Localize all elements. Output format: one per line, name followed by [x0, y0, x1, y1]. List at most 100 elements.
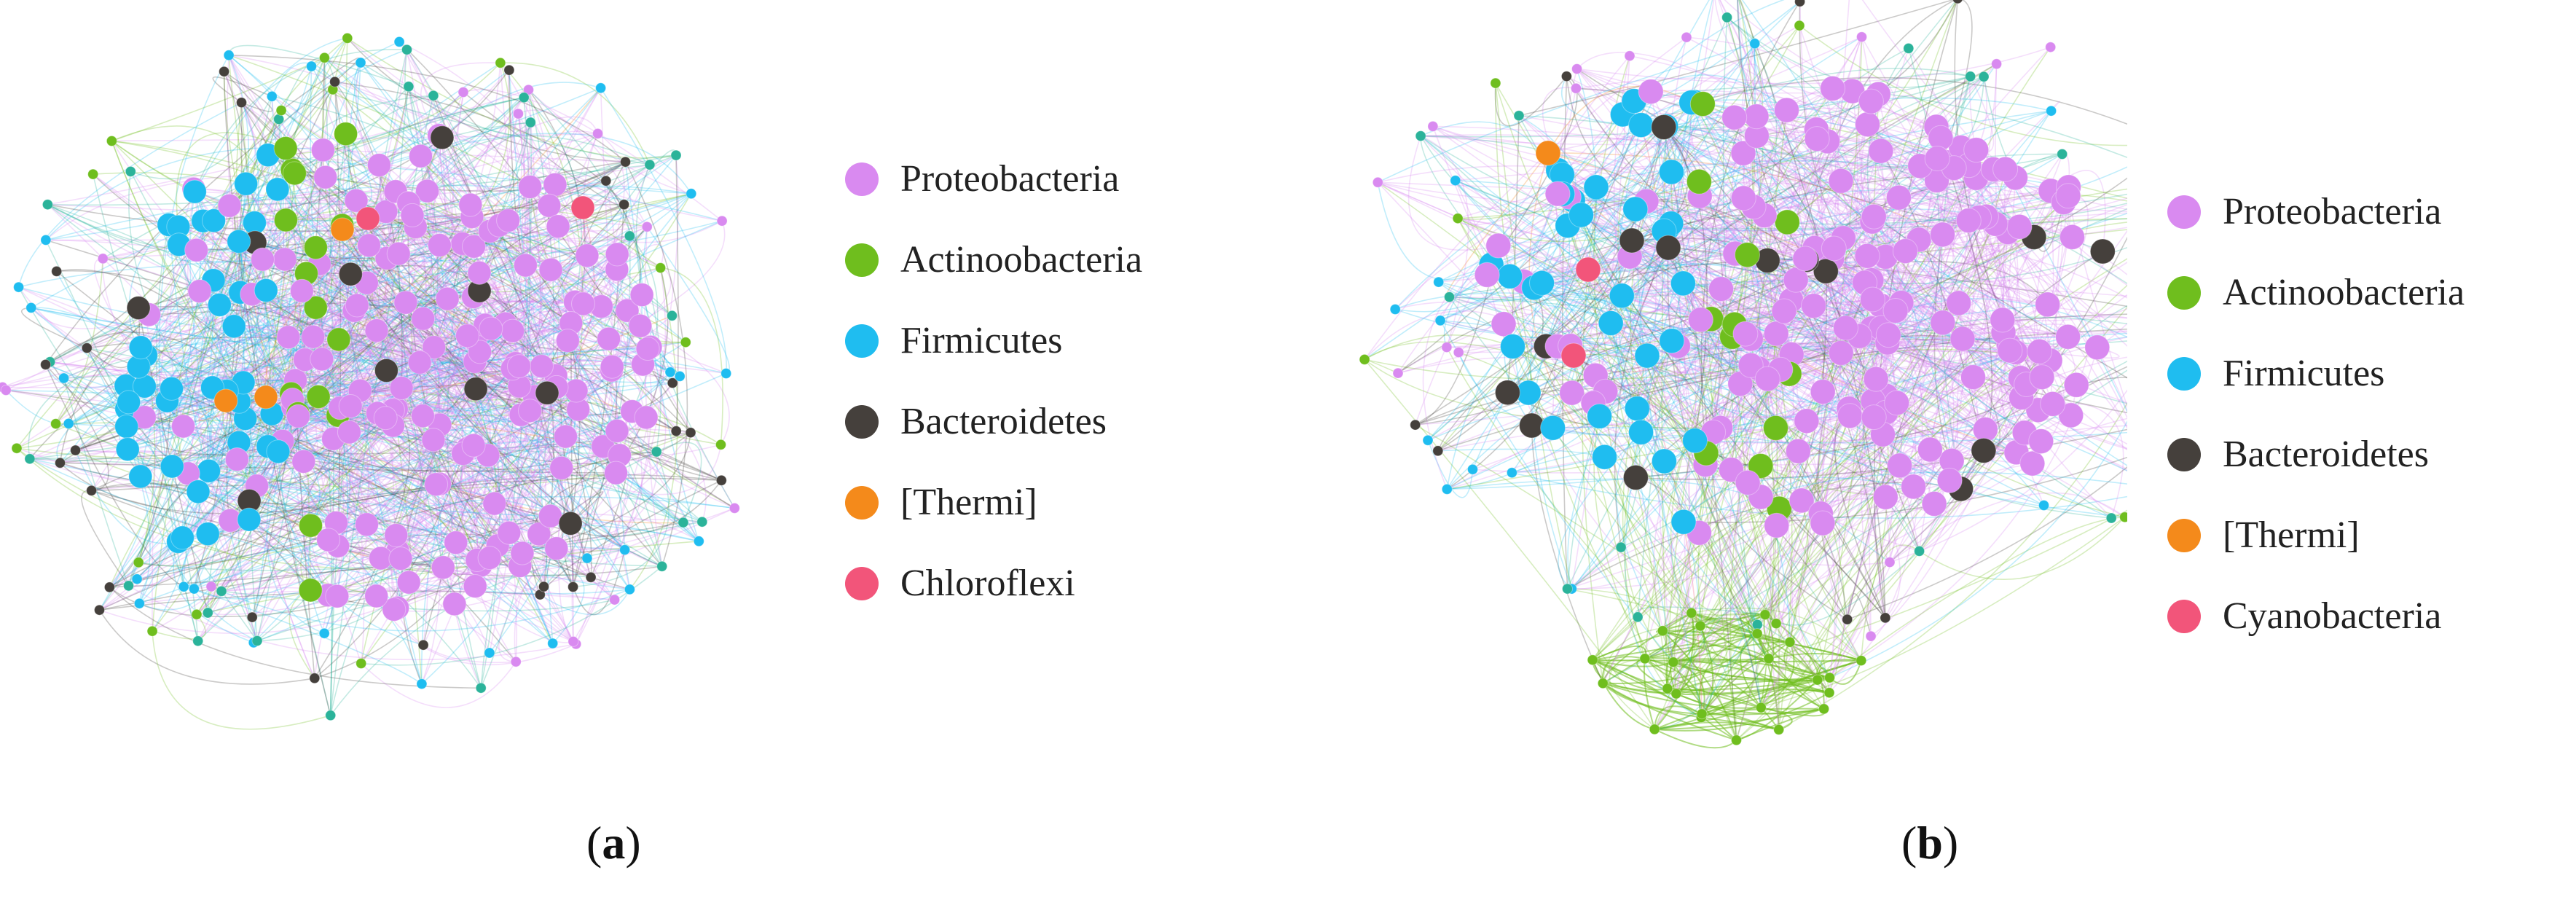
network-edge: [31, 307, 643, 367]
network-edge: [194, 37, 347, 192]
network-node: [729, 502, 740, 514]
legend-item: Actinoobacteria: [845, 219, 1142, 300]
network-edge: [1677, 345, 1883, 445]
network-edge: [472, 297, 588, 559]
network-node: [1622, 464, 1649, 490]
network-edge: [1542, 282, 1842, 367]
network-edge: [282, 38, 348, 442]
network-edge: [47, 203, 571, 524]
network-edge: [1602, 682, 1762, 709]
network-edge: [1815, 129, 2033, 464]
network-edge: [245, 183, 398, 608]
network-node: [1863, 366, 1889, 392]
network-node: [670, 149, 682, 161]
network-edge: [1705, 116, 1761, 465]
network-edge: [1817, 94, 1880, 681]
network-edge: [463, 89, 530, 566]
network-edge: [228, 55, 468, 337]
network-edge: [2052, 402, 2124, 519]
network-edge: [1829, 232, 2008, 678]
network-node: [1865, 630, 1877, 642]
network-edge: [463, 89, 723, 222]
network-node: [1812, 674, 1823, 686]
network-edge: [144, 416, 498, 546]
network-edge: [1885, 48, 1941, 413]
network-edge: [265, 278, 388, 371]
network-node: [1882, 298, 1909, 324]
network-node: [2055, 324, 2081, 350]
network-node: [670, 426, 682, 437]
network-edge: [45, 184, 723, 241]
network-edge: [1614, 247, 1669, 548]
network-edge: [328, 235, 630, 541]
network-node: [386, 241, 411, 266]
network-node: [422, 335, 447, 360]
network-node: [421, 428, 446, 452]
network-edge: [267, 62, 501, 156]
network-node: [1971, 437, 1997, 463]
network-node: [1901, 474, 1927, 500]
network-edge: [1840, 180, 2039, 411]
network-node: [1763, 415, 1788, 441]
network-edge: [1573, 336, 1733, 373]
network-edge: [171, 333, 339, 390]
network-edge: [238, 215, 413, 252]
network-edge: [1683, 476, 1914, 522]
network-edge: [1575, 87, 1736, 254]
network-edge: [1880, 150, 1984, 451]
network-edge: [616, 243, 664, 270]
network-edge: [1721, 218, 2127, 290]
network-edge: [1509, 168, 2006, 278]
network-edge: [288, 247, 337, 524]
network-node: [236, 97, 247, 109]
network-edge: [518, 109, 648, 227]
network-node: [126, 296, 151, 321]
network-node: [1997, 337, 2023, 364]
network-node: [525, 117, 536, 128]
network-node: [463, 574, 487, 598]
network-node: [2119, 512, 2127, 523]
network-edge: [1518, 0, 1955, 117]
network-edge: [500, 63, 535, 397]
network-edge: [1491, 264, 1850, 418]
network-edge: [360, 297, 474, 664]
network-edge: [334, 81, 625, 205]
network-node: [400, 203, 425, 227]
network-edge: [68, 360, 513, 425]
network-edge: [1767, 259, 1874, 401]
network-edge: [1646, 200, 1691, 694]
network-edge: [498, 451, 659, 547]
network-node: [1892, 238, 1918, 264]
network-edge: [74, 450, 178, 544]
network-node: [475, 682, 487, 694]
network-edge: [1440, 93, 1879, 321]
network-edge: [1589, 283, 1684, 376]
network-node: [364, 318, 389, 343]
network-edge: [240, 184, 258, 486]
network-edge: [1743, 195, 2069, 217]
network-node: [221, 314, 246, 339]
network-edge: [206, 110, 282, 471]
network-edge: [319, 113, 519, 267]
network-edge: [249, 500, 478, 560]
legend-label: [Thermi]: [2223, 514, 2360, 556]
network-node: [479, 316, 503, 341]
network-node: [1946, 290, 1972, 316]
network-edge: [1814, 226, 2049, 305]
network-edge: [1866, 124, 1923, 619]
network-node: [693, 536, 704, 547]
network-edge: [434, 298, 464, 455]
network-node: [160, 454, 184, 479]
network-edge: [1654, 708, 1824, 730]
network-node: [213, 388, 238, 413]
network-edge: [1651, 90, 1996, 224]
network-edge: [1447, 197, 1900, 490]
network-node: [186, 479, 211, 504]
network-edge: [1495, 83, 1573, 589]
network-edge: [1878, 449, 1931, 619]
network-edge: [1595, 187, 2127, 225]
network-node: [1737, 352, 1764, 378]
network-edge: [335, 365, 542, 523]
network-edge: [213, 133, 598, 222]
network-edge: [1512, 345, 1759, 625]
